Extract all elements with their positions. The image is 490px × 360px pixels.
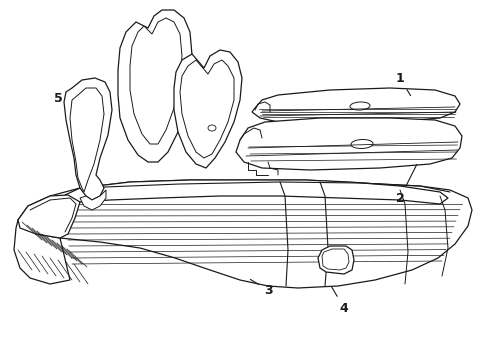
Text: 6: 6: [164, 13, 172, 34]
Polygon shape: [64, 78, 112, 200]
Polygon shape: [18, 195, 80, 238]
Polygon shape: [322, 249, 349, 270]
Polygon shape: [70, 88, 104, 192]
Polygon shape: [14, 220, 70, 284]
Polygon shape: [65, 180, 448, 204]
Polygon shape: [180, 60, 234, 158]
Text: 4: 4: [331, 287, 348, 315]
Polygon shape: [236, 118, 462, 170]
Ellipse shape: [208, 125, 216, 131]
Polygon shape: [18, 180, 472, 288]
Ellipse shape: [350, 102, 370, 110]
Polygon shape: [174, 50, 242, 168]
Text: 7: 7: [218, 62, 232, 86]
Polygon shape: [318, 246, 354, 274]
Ellipse shape: [351, 139, 373, 149]
Text: 3: 3: [250, 279, 272, 297]
Polygon shape: [130, 18, 182, 144]
Polygon shape: [252, 88, 460, 124]
Text: 5: 5: [53, 91, 78, 116]
Text: 1: 1: [395, 72, 411, 96]
Text: 2: 2: [395, 165, 417, 204]
Polygon shape: [80, 190, 106, 210]
Polygon shape: [118, 10, 192, 162]
